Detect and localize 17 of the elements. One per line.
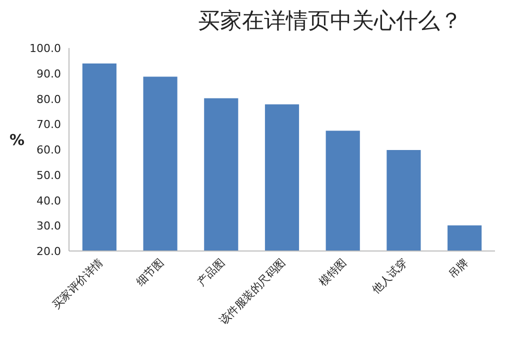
- y-tick-label: 80.0: [36, 92, 61, 106]
- y-tick-label: 90.0: [36, 67, 61, 80]
- y-tick-label: 100.0: [30, 42, 61, 55]
- y-tick-label: 30.0: [36, 220, 61, 233]
- y-tick-label: 60.0: [36, 144, 61, 156]
- x-tick-label: 他人试穿: [370, 256, 410, 296]
- y-tick-label: 40.0: [36, 194, 61, 208]
- y-axis-title: %: [9, 131, 25, 149]
- x-tick-label: 吊牌: [446, 256, 471, 281]
- y-tick-label: 20.0: [36, 245, 61, 258]
- y-tick-label: 50.0: [36, 168, 61, 182]
- x-tick-label: 模特图: [316, 256, 349, 288]
- y-tick-label: 70.0: [36, 118, 61, 132]
- x-tick-label: 买家评价详情: [50, 256, 106, 312]
- chart-title: 买家在详情页中关心什么？: [198, 9, 462, 34]
- x-tick-label: 细节图: [134, 256, 166, 288]
- x-tick-label: 产品图: [194, 256, 228, 288]
